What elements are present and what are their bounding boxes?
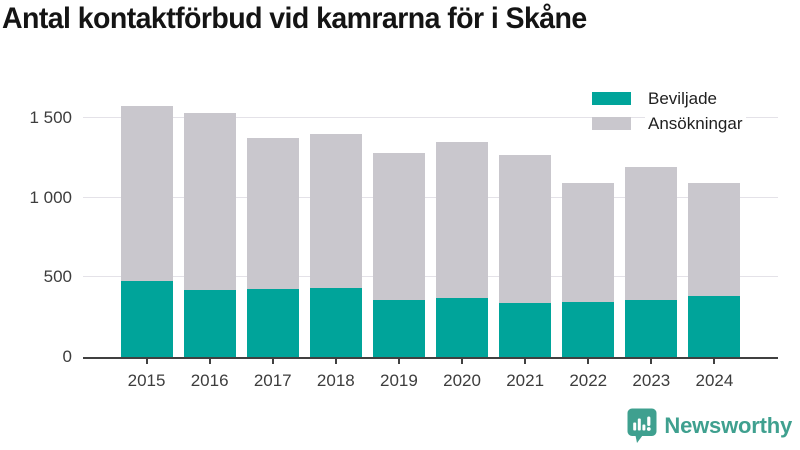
x-axis-year-label: 2021	[506, 371, 545, 390]
bar-group-2020: 2020	[431, 90, 494, 390]
gridline-500	[83, 276, 778, 278]
y-axis-tick-label: 1 500	[29, 108, 72, 127]
gridline-1000	[83, 196, 778, 198]
x-axis-tick	[271, 359, 274, 364]
bar-granted	[436, 298, 489, 357]
x-axis-year-label: 2024	[695, 371, 734, 390]
x-axis-tick	[524, 359, 527, 364]
newsworthy-logo-text: Newsworthy	[664, 413, 792, 438]
legend-item-beviljade: Beviljade	[592, 86, 746, 111]
bar-group-2022: 2022	[557, 90, 620, 390]
bar-group-2021: 2021	[494, 90, 557, 390]
x-axis-tick	[461, 359, 464, 364]
bar-granted	[372, 300, 425, 357]
newsworthy-logo: Newsworthy	[627, 408, 792, 444]
x-axis-tick	[397, 359, 400, 364]
x-axis-tick	[587, 359, 590, 364]
legend-swatch	[592, 117, 631, 130]
legend-label: Ansökningar	[645, 112, 746, 135]
x-axis-line	[83, 357, 778, 359]
bar-group-2023: 2023	[620, 90, 683, 390]
bar-granted	[688, 296, 741, 357]
x-axis-tick	[713, 359, 716, 364]
bar-granted	[246, 289, 299, 357]
bar-group-2024: 2024	[683, 90, 746, 390]
x-axis-tick	[334, 359, 337, 364]
bar-group-2016: 2016	[178, 90, 241, 390]
bar-group-2015: 2015	[115, 90, 178, 390]
legend-swatch	[592, 92, 631, 105]
x-axis-year-label: 2022	[569, 371, 608, 390]
y-axis-tick-label: 500	[43, 267, 72, 287]
bar-granted	[562, 302, 615, 357]
bar-granted	[499, 303, 552, 357]
bar-granted	[309, 288, 362, 357]
plot-area: 2015 2016 2017 2018 2019 2020 2021 2022 2023 2024	[83, 90, 778, 390]
bar-group-2019: 2019	[367, 90, 430, 390]
x-axis-year-label: 2015	[127, 371, 166, 390]
x-axis-year-label: 2020	[443, 371, 481, 390]
x-axis-tick	[145, 359, 148, 364]
x-axis-year-label: 2016	[190, 371, 229, 390]
newsworthy-speech-bubble-chart-icon	[627, 408, 657, 443]
bar-granted	[625, 300, 678, 357]
bar-group-2018: 2018	[304, 90, 367, 390]
x-axis-year-label: 2019	[380, 371, 418, 390]
bar-group-2017: 2017	[241, 90, 304, 390]
chart-title: Antal kontaktförbud vid kamrarna för i S…	[2, 2, 587, 35]
x-axis-tick	[650, 359, 653, 364]
y-axis-tick-label: 0	[62, 347, 72, 366]
y-axis-tick-label: 1 000	[29, 187, 72, 207]
legend: Beviljade Ansökningar	[592, 86, 746, 136]
x-axis-year-label: 2017	[253, 371, 292, 390]
legend-item-ansökningar: Ansökningar	[592, 111, 746, 136]
x-axis-year-label: 2018	[316, 371, 355, 390]
bar-granted	[120, 281, 173, 357]
bar-granted	[183, 290, 236, 357]
legend-label: Beviljade	[645, 87, 720, 110]
x-axis-year-label: 2023	[632, 371, 671, 390]
gridline-1500	[83, 117, 778, 118]
x-axis-tick	[208, 359, 211, 364]
